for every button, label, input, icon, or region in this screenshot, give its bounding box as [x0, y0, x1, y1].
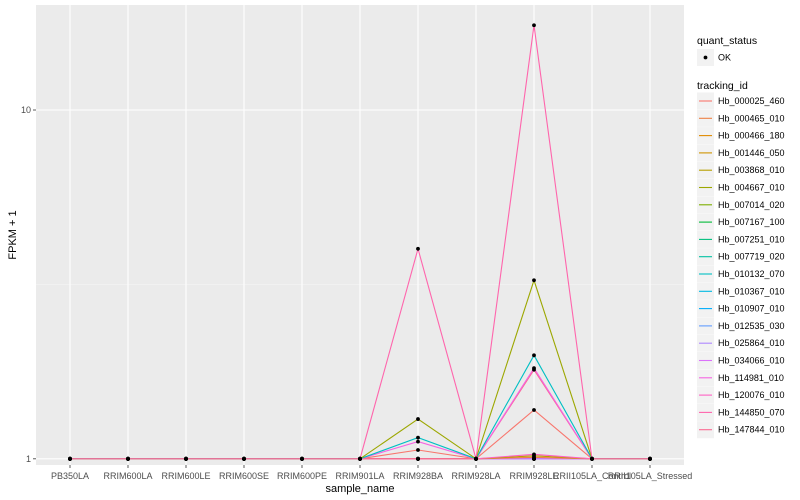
legend-shape-label: OK: [718, 53, 731, 63]
legend-series-label: Hb_010132_070: [718, 269, 785, 279]
legend: quant_status tracking_id OK Hb_000025_460…: [697, 35, 785, 439]
legend-color-title: tracking_id: [697, 80, 748, 92]
data-point: [590, 456, 594, 461]
x-tick-label: RRIM928LA: [451, 471, 500, 481]
data-point: [532, 452, 536, 457]
legend-series-label: Hb_012535_030: [718, 321, 785, 331]
data-point: [416, 448, 420, 452]
data-point: [532, 353, 536, 358]
data-point: [532, 367, 536, 372]
legend-series-label: Hb_147844_010: [718, 425, 785, 435]
data-point: [68, 456, 72, 461]
legend-key-point: [703, 55, 708, 60]
x-tick-label: PB350LA: [51, 471, 89, 481]
y-axis: 1 10: [21, 105, 36, 464]
data-point: [242, 456, 246, 461]
y-tick-label: 10: [21, 105, 31, 115]
data-point: [184, 456, 188, 461]
x-axis-title: sample_name: [325, 483, 394, 495]
legend-series-label: Hb_114981_010: [718, 373, 784, 383]
data-point: [126, 456, 130, 461]
y-axis-title: FPKM + 1: [7, 210, 19, 259]
x-axis: PB350LA RRIM600LA RRIM600LE RRIM600SE RRIM60…: [51, 465, 692, 481]
legend-series-label: Hb_034066_010: [718, 356, 785, 366]
legend-series-label: Hb_025864_010: [718, 338, 785, 348]
legend-series-label: Hb_007251_010: [718, 234, 785, 244]
x-tick-label: RRIM600LA: [103, 471, 152, 481]
data-point: [532, 23, 536, 28]
legend-series-label: Hb_000025_460: [718, 96, 785, 106]
legend-series-label: Hb_000465_010: [718, 113, 785, 123]
data-point: [416, 417, 420, 421]
legend-series-label: Hb_007014_020: [718, 200, 785, 210]
legend-shape-title: quant_status: [697, 35, 757, 47]
data-point: [416, 246, 420, 251]
data-point: [532, 408, 536, 412]
legend-series-label: Hb_007167_100: [718, 217, 785, 227]
legend-series-label: Hb_001446_050: [718, 148, 785, 158]
data-point: [532, 456, 536, 461]
legend-series-label: Hb_144850_070: [718, 407, 785, 417]
x-tick-label: RRIM928LE: [509, 471, 558, 481]
legend-series-label: Hb_120076_010: [718, 390, 785, 400]
data-point: [474, 456, 478, 461]
legend-series-label: Hb_010907_010: [718, 304, 785, 314]
x-tick-label: RRIM600PE: [277, 471, 327, 481]
legend-series-label: Hb_010367_010: [718, 286, 785, 296]
x-tick-label: RRIM928BA: [393, 471, 443, 481]
data-points: [68, 23, 652, 461]
data-point: [532, 278, 536, 283]
data-point: [416, 456, 420, 461]
x-tick-label: RRII105LA_Stressed: [608, 471, 693, 481]
legend-series-label: Hb_007719_020: [718, 252, 785, 262]
legend-series-label: Hb_003868_010: [718, 165, 785, 175]
legend-series-label: Hb_000466_180: [718, 131, 785, 141]
data-point: [358, 456, 362, 461]
y-tick-label: 1: [26, 454, 31, 464]
legend-series-label: Hb_004667_010: [718, 183, 785, 193]
data-point: [648, 456, 652, 461]
data-point: [416, 435, 420, 440]
x-tick-label: RRIM600SE: [219, 471, 269, 481]
x-tick-label: RRIM901LA: [335, 471, 384, 481]
data-point: [416, 439, 420, 444]
data-point: [300, 456, 304, 461]
x-tick-label: RRII105LA_Control: [553, 471, 631, 481]
x-tick-label: RRIM600LE: [161, 471, 210, 481]
